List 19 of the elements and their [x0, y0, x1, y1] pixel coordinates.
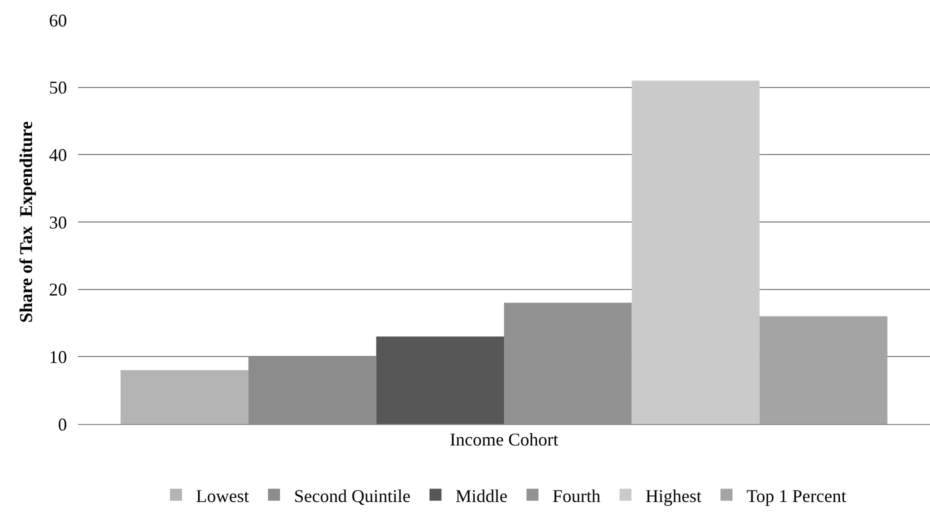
y-tick-label: 60: [49, 10, 67, 30]
bar: [120, 370, 248, 424]
legend-label: Fourth: [552, 486, 601, 506]
y-axis-title: Share of Tax Expenditure: [16, 121, 36, 323]
y-tick-label: 0: [58, 414, 67, 434]
legend-label: Middle: [455, 486, 508, 506]
x-axis-title: Income Cohort: [450, 430, 558, 450]
y-tick-label: 10: [49, 346, 67, 367]
y-tick-label: 20: [49, 280, 67, 300]
bar: [376, 336, 504, 424]
y-tick-label: 50: [49, 78, 67, 98]
legend-label: Top 1 Percent: [746, 486, 846, 506]
legend-label: Highest: [646, 486, 702, 506]
legend-label: Lowest: [196, 486, 249, 506]
y-tick-label: 30: [49, 212, 67, 232]
y-tick-label: 40: [49, 144, 67, 165]
bar: [632, 80, 760, 424]
bar: [760, 316, 888, 424]
legend-label: Second Quintile: [294, 486, 410, 506]
